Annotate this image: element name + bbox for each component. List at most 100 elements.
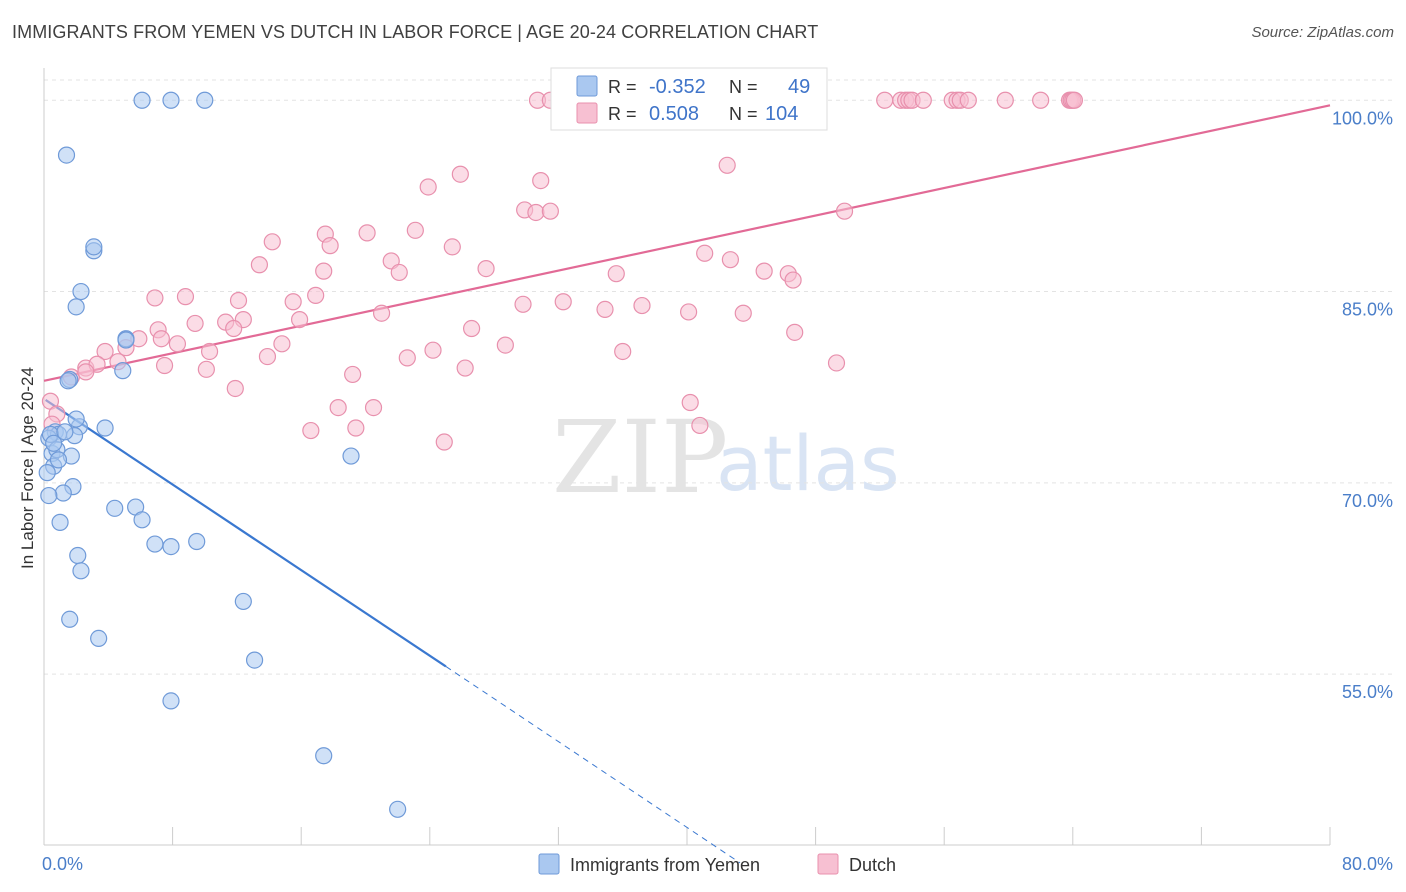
dutch-point — [734, 304, 752, 322]
yemen-point — [162, 537, 180, 556]
chart-title: IMMIGRANTS FROM YEMEN VS DUTCH IN LABOR … — [12, 22, 819, 42]
yemen-point — [49, 451, 68, 469]
bottom-legend-dutch-swatch — [817, 853, 839, 875]
dutch-point — [290, 310, 309, 329]
yemen-point — [45, 434, 63, 452]
yemen-point — [162, 692, 180, 710]
dutch-point — [554, 293, 572, 311]
dutch-point — [596, 300, 614, 318]
trend-lines — [43, 104, 1331, 864]
yemen-point — [59, 372, 77, 390]
watermark-atlas: atlas — [716, 419, 900, 508]
dutch-point — [614, 342, 632, 361]
x-tick-label-min: 0.0% — [42, 854, 83, 874]
yemen-point — [106, 499, 124, 517]
legend-yemen-r-value: -0.352 — [649, 76, 706, 98]
yemen-point — [114, 362, 132, 380]
yemen-point — [38, 464, 56, 482]
yemen-point — [188, 532, 206, 551]
yemen-point — [61, 610, 79, 628]
yemen-point — [85, 238, 103, 256]
yemen-trend-line — [44, 399, 447, 668]
dutch-point — [691, 416, 709, 435]
series-legend: Immigrants from Yemen Dutch — [538, 853, 896, 875]
dutch-point — [1032, 91, 1050, 109]
y-axis-title: In Labor Force | Age 20-24 — [18, 367, 37, 569]
yemen-point — [133, 511, 151, 529]
dutch-point — [390, 263, 408, 282]
legend-yemen-n-value: 49 — [788, 76, 810, 98]
yemen-point — [315, 747, 333, 765]
y-tick-label: 100.0% — [1332, 108, 1393, 128]
dutch-point — [197, 360, 215, 378]
legend-yemen-swatch — [576, 75, 598, 97]
dutch-point — [696, 244, 714, 262]
grid-lines — [44, 79, 1394, 675]
yemen-point — [389, 800, 407, 818]
dutch-point — [186, 314, 204, 333]
dutch-point — [419, 178, 437, 196]
dutch-point — [527, 203, 545, 222]
y-tick-label: 55.0% — [1342, 682, 1393, 702]
dutch-point — [398, 349, 416, 367]
yemen-point — [40, 486, 58, 505]
yemen-point — [245, 651, 264, 669]
dutch-point — [827, 354, 846, 372]
dutch-point — [273, 335, 291, 353]
dutch-point — [959, 91, 977, 109]
dutch-point — [786, 323, 804, 341]
yemen-point — [133, 91, 151, 109]
dutch-point — [477, 259, 495, 278]
dutch-point — [876, 91, 894, 109]
dutch-point — [435, 433, 453, 451]
dutch-point — [633, 296, 651, 315]
dutch-point — [755, 262, 773, 280]
dutch-point — [1065, 91, 1084, 109]
legend-dutch-n-value: 104 — [765, 103, 798, 125]
yemen-point — [96, 419, 114, 437]
yemen-point — [90, 629, 108, 648]
dutch-point — [914, 91, 932, 109]
dutch-point — [321, 237, 339, 255]
watermark-zip: ZIP — [552, 399, 728, 516]
yemen-point — [234, 592, 252, 611]
yemen-point — [54, 484, 72, 502]
x-tick-label-max: 80.0% — [1342, 854, 1393, 874]
yemen-point — [72, 282, 90, 301]
dutch-point — [146, 289, 164, 307]
dutch-point — [358, 224, 376, 242]
dutch-point — [250, 256, 269, 274]
dutch-point — [451, 165, 469, 183]
dutch-point — [718, 156, 736, 174]
dutch-point — [77, 363, 95, 381]
dutch-point — [496, 336, 514, 354]
yemen-point — [57, 146, 76, 164]
dutch-point — [424, 341, 442, 359]
dutch-point — [784, 271, 802, 289]
yemen-point — [162, 91, 180, 109]
dutch-point — [835, 202, 854, 220]
yemen-point — [51, 513, 69, 531]
dutch-point — [302, 421, 320, 440]
dutch-point — [532, 171, 550, 190]
dutch-point — [176, 288, 195, 306]
dutch-point — [456, 359, 474, 377]
y-tick-label: 85.0% — [1342, 300, 1393, 320]
dutch-point — [200, 342, 219, 361]
dutch-point — [155, 356, 174, 375]
dutch-point — [680, 303, 698, 321]
dutch-point — [229, 291, 248, 310]
yemen-point — [196, 91, 214, 109]
dutch-point — [315, 262, 333, 280]
chart-source: Source: ZipAtlas.com — [1251, 24, 1394, 41]
bottom-legend-yemen-swatch — [538, 853, 560, 875]
dutch-point — [96, 342, 114, 361]
dutch-point — [225, 319, 243, 338]
dutch-point — [996, 91, 1014, 109]
dutch-point — [372, 304, 391, 322]
y-tick-label: 70.0% — [1342, 491, 1393, 511]
legend-dutch-r-label: R = — [608, 104, 637, 124]
yemen-point — [69, 546, 87, 565]
yemen-trend-extension — [445, 666, 741, 864]
